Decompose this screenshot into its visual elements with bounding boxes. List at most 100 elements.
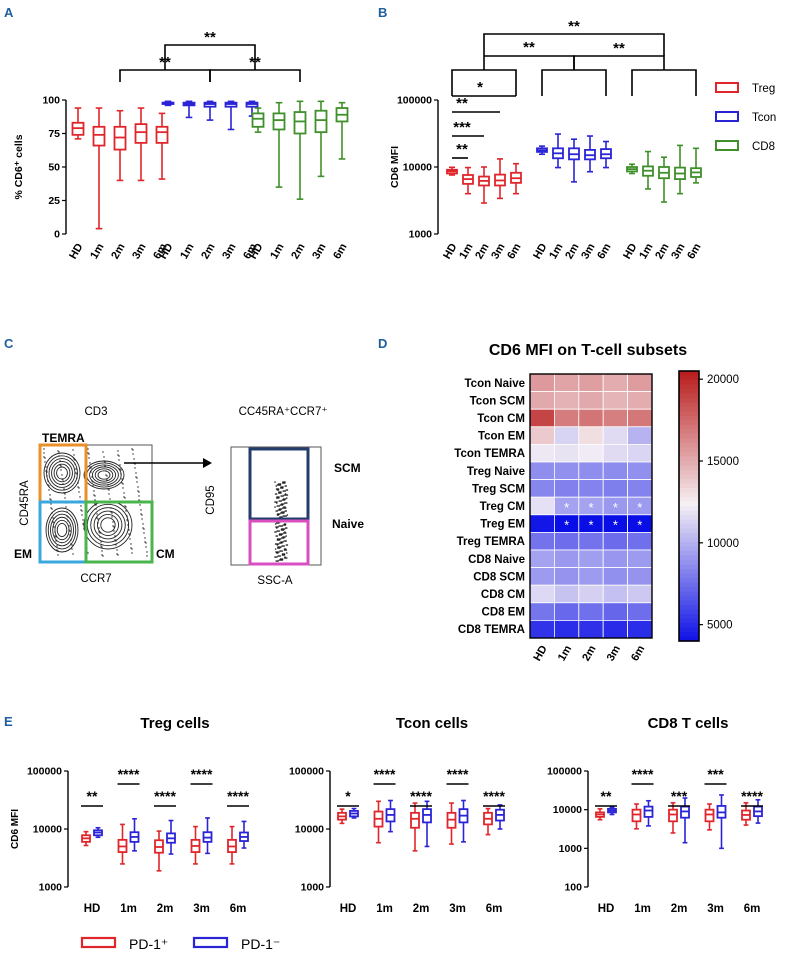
box-1-1 — [643, 799, 654, 827]
y-tick-label: 10000 — [33, 824, 62, 836]
contour-ring — [100, 517, 116, 533]
x-axis-ccr7: CCR7 — [80, 573, 111, 585]
event-dot — [73, 458, 75, 460]
event-dot — [282, 524, 285, 526]
contour-ring — [90, 507, 126, 543]
heatmap-star: * — [588, 500, 593, 515]
colorbar-step — [679, 420, 699, 426]
event-dot — [88, 457, 90, 459]
event-dot — [112, 525, 114, 527]
significance-label: *** — [453, 119, 471, 136]
heatmap-cell — [578, 567, 604, 586]
colorbar-step — [679, 591, 699, 597]
event-dot — [43, 448, 45, 450]
box-cd8-3m — [314, 100, 328, 178]
event-dot — [43, 452, 45, 454]
heatmap-cell — [554, 602, 580, 621]
panel-e-3: CD8 T cells 100 1000 10000 100000 HD ** 1m **** 2… — [547, 715, 763, 915]
event-dot — [282, 515, 285, 517]
box-iqr — [92, 125, 106, 147]
colorbar-step — [679, 609, 699, 615]
gate-label-temra: TEMRA — [42, 431, 85, 445]
event-dot — [121, 478, 123, 480]
event-dot — [67, 516, 69, 518]
heatmap-cell — [529, 496, 555, 516]
event-dot — [146, 555, 148, 557]
event-dot — [107, 488, 109, 490]
heatmap-cell — [529, 514, 555, 533]
x-tick-label: 1m — [268, 241, 286, 261]
colorbar-step — [679, 492, 699, 498]
heatmap-cell — [602, 602, 629, 621]
event-dot — [94, 499, 96, 501]
event-dot — [44, 461, 46, 463]
x-tick-label: HD — [340, 903, 357, 915]
event-dot — [284, 556, 286, 558]
event-dot — [111, 512, 113, 514]
event-dot — [101, 550, 103, 552]
event-dot — [281, 511, 283, 513]
event-dot — [137, 490, 139, 492]
event-dot — [83, 528, 85, 530]
event-dot — [144, 537, 146, 539]
heatmap-cell — [578, 620, 604, 639]
event-dot — [111, 516, 113, 518]
x-tick-label: 3m — [449, 903, 466, 915]
event-dot — [285, 544, 288, 546]
event-dot — [280, 512, 282, 514]
significance-label: ** — [456, 95, 468, 112]
event-dot — [143, 528, 145, 530]
y-tick-label: 1000 — [39, 882, 63, 894]
event-dot — [128, 529, 130, 531]
event-dot — [120, 469, 122, 471]
heatmap-cell — [529, 408, 555, 428]
heatmap-cell — [627, 479, 653, 498]
event-dot — [276, 522, 278, 524]
colorbar-step — [679, 519, 699, 525]
event-dot — [112, 521, 114, 523]
event-dot — [125, 506, 127, 508]
heatmap-cell — [602, 408, 629, 428]
event-dot — [145, 546, 147, 548]
significance-label: **** — [191, 766, 213, 782]
event-dot — [80, 509, 82, 511]
event-dot — [103, 460, 105, 462]
event-dot — [93, 490, 95, 492]
box-treg-HD — [71, 107, 85, 140]
colorbar-step — [679, 587, 699, 593]
heatmap-row-label: CD8 Naive — [468, 554, 525, 566]
contour-ring — [56, 522, 68, 538]
colorbar-step — [679, 425, 699, 431]
event-dot — [136, 477, 138, 479]
heatmap-cell — [529, 532, 555, 551]
event-dot — [66, 515, 68, 517]
box-tcon-3m — [224, 100, 238, 131]
event-dot — [124, 505, 126, 507]
bracket-top: ** — [483, 18, 665, 56]
event-dot — [135, 472, 137, 474]
box-treg-3m — [134, 107, 148, 182]
event-dot — [100, 545, 102, 547]
colorbar-step — [679, 632, 699, 638]
event-dot — [129, 538, 131, 540]
box-iqr — [155, 125, 169, 144]
event-dot — [58, 451, 60, 453]
significance-label: ** — [568, 18, 580, 35]
event-dot — [75, 468, 77, 470]
event-dot — [60, 465, 62, 467]
event-dot — [55, 540, 57, 542]
box-0-1 — [93, 826, 103, 839]
event-dot — [98, 527, 100, 529]
heatmap-cell — [554, 479, 580, 498]
colorbar-tick-label: 15000 — [707, 456, 739, 468]
colorbar-step — [679, 465, 699, 471]
colorbar-step — [679, 618, 699, 624]
heatmap-cell — [578, 584, 604, 604]
significance-label: ** — [204, 29, 216, 46]
event-dot — [88, 453, 90, 455]
significance-label: **** — [410, 788, 432, 804]
box-2-0 — [154, 830, 164, 872]
colorbar-step — [679, 479, 699, 485]
box-2-0 — [668, 802, 678, 834]
contour-ring — [53, 463, 71, 483]
